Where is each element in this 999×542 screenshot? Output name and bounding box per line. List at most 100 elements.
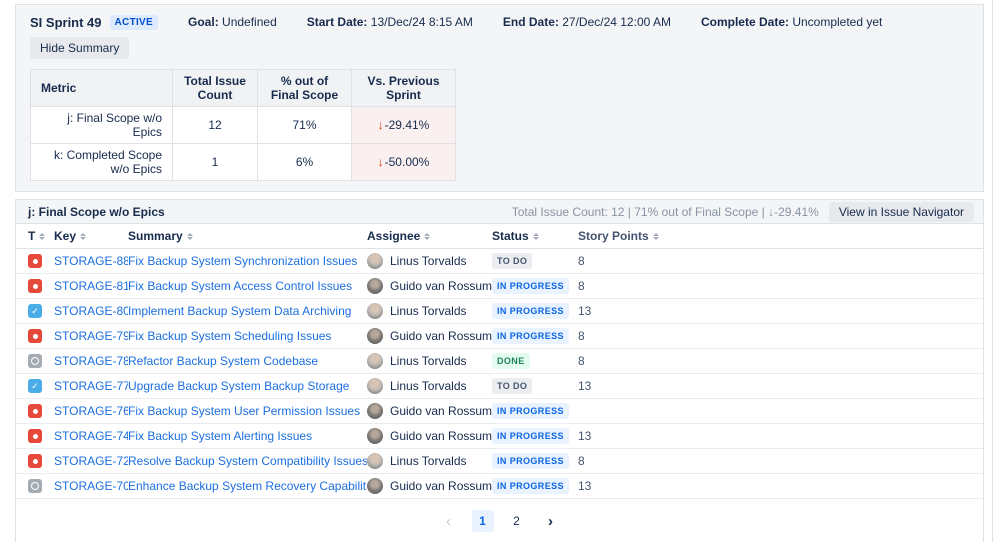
sprint-complete-date: Complete Date: Uncompleted yet: [701, 15, 882, 29]
issue-type-cell: [28, 254, 54, 268]
sprint-summary-panel: SI Sprint 49 ACTIVE Goal: Undefined Star…: [15, 4, 984, 192]
assignee-name: Guido van Rossum: [390, 329, 492, 343]
issue-key-link[interactable]: STORAGE-72: [54, 454, 128, 468]
issue-summary-link[interactable]: Upgrade Backup System Backup Storage: [128, 379, 350, 393]
pagination-next-button[interactable]: ›: [548, 512, 553, 530]
story-points: 8: [578, 354, 585, 368]
section-header-right: Total Issue Count: 12 | 71% out of Final…: [512, 201, 974, 222]
issue-key-link[interactable]: STORAGE-77: [54, 379, 128, 393]
issue-summary-cell: Upgrade Backup System Backup Storage: [128, 379, 367, 393]
status-badge: DONE: [492, 353, 530, 369]
metric-total: 12: [172, 106, 258, 144]
assignee-name: Guido van Rossum: [390, 404, 492, 418]
bug-icon: [28, 329, 42, 343]
issue-summary-cell: Enhance Backup System Recovery Capabilit…: [128, 479, 367, 493]
issue-summary-link[interactable]: Fix Backup System Alerting Issues: [128, 429, 313, 443]
column-header-story-points[interactable]: Story Points: [578, 229, 983, 243]
assignee-cell: Linus Torvalds: [367, 303, 492, 319]
issue-type-cell: [28, 279, 54, 293]
issue-key-link[interactable]: STORAGE-88: [54, 254, 128, 268]
status-badge: IN PROGRESS: [492, 328, 569, 344]
assignee-cell: Guido van Rossum: [367, 478, 492, 494]
assignee-name: Linus Torvalds: [390, 254, 467, 268]
issues-table-header: T Key Summary Assignee Status Story Poin…: [16, 224, 983, 249]
assignee-name: Linus Torvalds: [390, 454, 467, 468]
issue-summary-link[interactable]: Implement Backup System Data Archiving: [128, 304, 352, 318]
sort-icon: [532, 232, 539, 240]
assignee-name: Linus Torvalds: [390, 304, 467, 318]
complete-date-label: Complete Date:: [700, 15, 789, 29]
assignee-cell: Linus Torvalds: [367, 353, 492, 369]
sort-icon: [80, 232, 87, 240]
goal-value: Undefined: [222, 15, 277, 29]
issue-key-cell: STORAGE-81: [54, 279, 128, 293]
issue-summary-link[interactable]: Fix Backup System Access Control Issues: [128, 279, 353, 293]
status-badge: IN PROGRESS: [492, 303, 569, 319]
table-row: ✓ STORAGE-80 Implement Backup System Data …: [16, 299, 983, 324]
issue-summary-cell: Fix Backup System Synchronization Issues: [128, 254, 367, 268]
status-cell: IN PROGRESS: [492, 278, 578, 294]
assignee-cell: Linus Torvalds: [367, 378, 492, 394]
issue-summary-link[interactable]: Refactor Backup System Codebase: [128, 354, 319, 368]
pagination: ‹ 1 2 ›: [16, 510, 983, 532]
metric-vs: ↓-29.41%: [351, 106, 456, 144]
status-cell: TO DO: [492, 378, 578, 394]
assignee-cell: Guido van Rossum: [367, 403, 492, 419]
assignee-cell: Linus Torvalds: [367, 453, 492, 469]
status-cell: IN PROGRESS: [492, 403, 578, 419]
table-row: k: Completed Scope w/o Epics 1 6% ↓-50.0…: [30, 143, 456, 181]
issue-key-link[interactable]: STORAGE-78: [54, 354, 128, 368]
issue-summary-link[interactable]: Resolve Backup System Compatibility Issu…: [128, 454, 367, 468]
bug-icon: [28, 254, 42, 268]
column-header-status[interactable]: Status: [492, 229, 578, 243]
status-badge: IN PROGRESS: [492, 453, 569, 469]
table-row: STORAGE-74 Fix Backup System Alerting Iss…: [16, 424, 983, 449]
issue-key-link[interactable]: STORAGE-80: [54, 304, 128, 318]
metric-name: j: Final Scope w/o Epics: [30, 106, 173, 144]
table-row: STORAGE-79 Fix Backup System Scheduling I…: [16, 324, 983, 349]
issue-key-link[interactable]: STORAGE-74: [54, 429, 128, 443]
vs-value: -50.00%: [384, 155, 430, 169]
story-points: 8: [578, 454, 585, 468]
sort-icon: [652, 232, 659, 240]
story-points: 13: [578, 479, 592, 493]
column-header-summary[interactable]: Summary: [128, 229, 367, 243]
assignee-cell: Guido van Rossum: [367, 428, 492, 444]
assignee-cell: Guido van Rossum: [367, 278, 492, 294]
hide-summary-button[interactable]: Hide Summary: [30, 37, 130, 59]
pagination-page-1[interactable]: 1: [471, 510, 494, 532]
sort-icon: [424, 232, 431, 240]
issue-key-cell: STORAGE-77: [54, 379, 128, 393]
start-date-label: Start Date:: [306, 15, 368, 29]
issue-type-cell: [28, 479, 54, 493]
issue-key-cell: STORAGE-74: [54, 429, 128, 443]
end-date-label: End Date:: [502, 15, 559, 29]
column-header-key[interactable]: Key: [54, 229, 128, 243]
issue-summary-cell: Refactor Backup System Codebase: [128, 354, 367, 368]
assignee-avatar: [367, 328, 383, 344]
issue-summary-link[interactable]: Fix Backup System Scheduling Issues: [128, 329, 332, 343]
issue-key-cell: STORAGE-70: [54, 479, 128, 493]
issue-key-link[interactable]: STORAGE-76: [54, 404, 128, 418]
status-badge: TO DO: [492, 378, 533, 394]
assignee-name: Guido van Rossum: [390, 279, 492, 293]
column-header-type[interactable]: T: [28, 229, 54, 243]
issue-summary-link[interactable]: Fix Backup System Synchronization Issues: [128, 254, 358, 268]
metric-vs: ↓-50.00%: [351, 143, 456, 181]
pagination-prev-button[interactable]: ‹: [446, 512, 451, 530]
view-in-issue-navigator-button[interactable]: View in Issue Navigator: [828, 201, 974, 222]
sort-icon: [39, 232, 46, 240]
pagination-page-2[interactable]: 2: [513, 514, 520, 528]
column-header-assignee[interactable]: Assignee: [367, 229, 492, 243]
issue-type-cell: [28, 404, 54, 418]
issue-summary-link[interactable]: Enhance Backup System Recovery Capabilit…: [128, 479, 367, 493]
issue-summary-link[interactable]: Fix Backup System User Permission Issues: [128, 404, 361, 418]
issue-key-link[interactable]: STORAGE-70: [54, 479, 128, 493]
issue-key-link[interactable]: STORAGE-81: [54, 279, 128, 293]
issue-key-link[interactable]: STORAGE-79: [54, 329, 128, 343]
complete-date-value: Uncompleted yet: [792, 15, 883, 29]
assignee-name: Linus Torvalds: [390, 379, 467, 393]
scrollbar-track[interactable]: [992, 0, 993, 542]
sprint-status-badge: ACTIVE: [109, 14, 159, 30]
metric-total: 1: [172, 143, 258, 181]
